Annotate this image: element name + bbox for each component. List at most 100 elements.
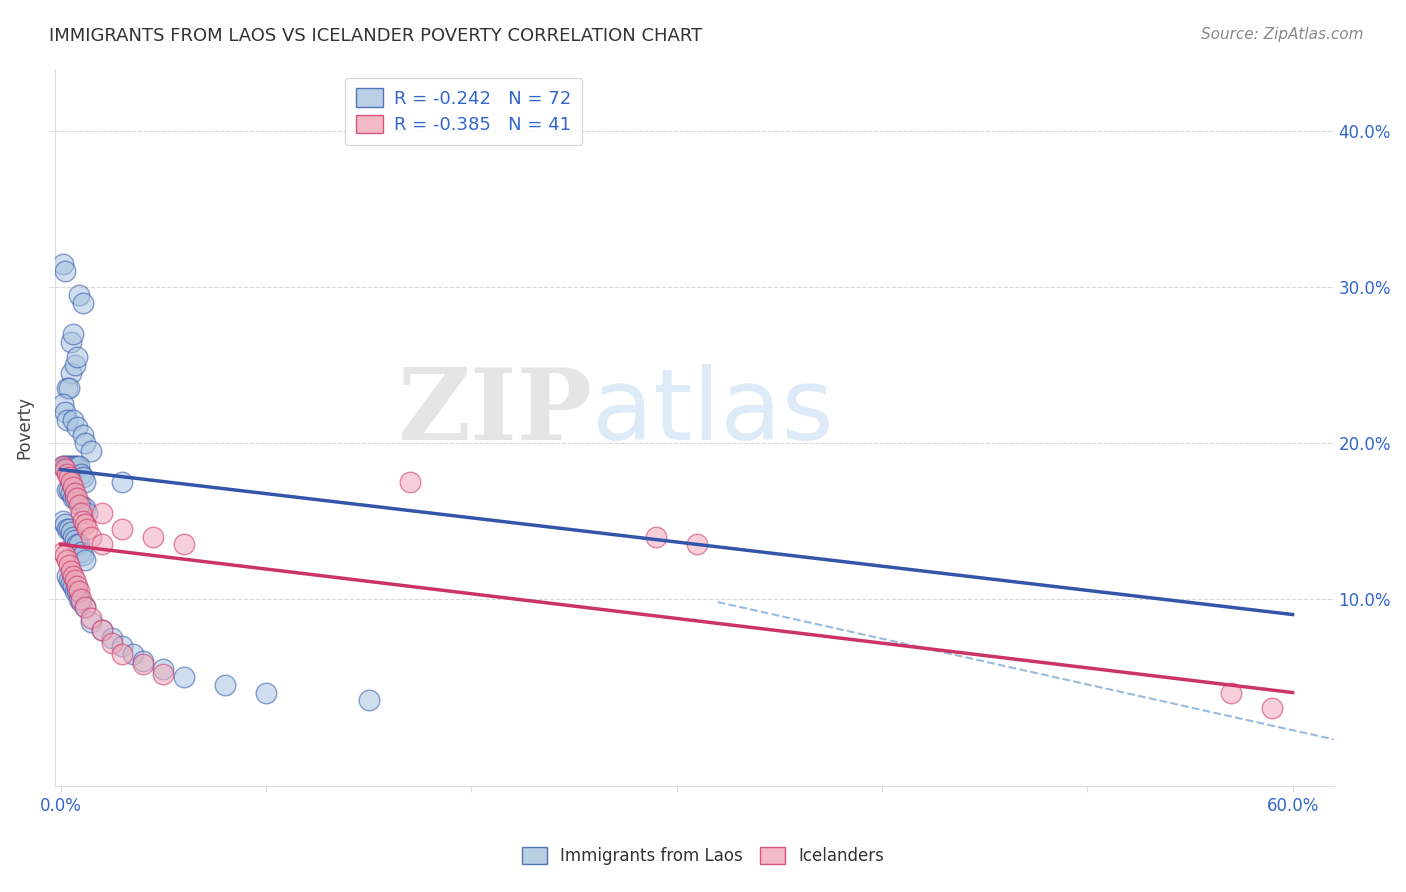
Point xyxy=(59,564,82,578)
Point xyxy=(357,693,380,707)
Point xyxy=(90,623,112,637)
Point xyxy=(121,647,143,661)
Point xyxy=(72,470,94,484)
Point xyxy=(56,522,79,536)
Point xyxy=(59,486,82,500)
Point xyxy=(62,529,84,543)
Point xyxy=(56,459,79,474)
Point xyxy=(70,506,93,520)
Point xyxy=(66,537,89,551)
Point xyxy=(52,256,75,270)
Point xyxy=(80,610,103,624)
Point xyxy=(152,662,174,676)
Point xyxy=(63,486,86,500)
Point xyxy=(111,475,134,489)
Point xyxy=(59,334,82,349)
Point xyxy=(58,483,80,497)
Text: atlas: atlas xyxy=(592,365,834,461)
Point xyxy=(72,548,94,562)
Point xyxy=(90,537,112,551)
Point xyxy=(52,514,75,528)
Point xyxy=(58,558,80,572)
Point xyxy=(59,366,82,380)
Point xyxy=(62,480,84,494)
Point xyxy=(75,599,97,614)
Point xyxy=(63,459,86,474)
Point xyxy=(56,483,79,497)
Point xyxy=(254,685,277,699)
Point xyxy=(67,287,90,301)
Point xyxy=(72,428,94,442)
Point xyxy=(214,678,236,692)
Point xyxy=(66,579,89,593)
Point xyxy=(645,529,668,543)
Point xyxy=(66,584,89,599)
Text: ZIP: ZIP xyxy=(396,365,592,461)
Point xyxy=(75,475,97,489)
Point xyxy=(76,522,98,536)
Point xyxy=(132,654,155,668)
Text: IMMIGRANTS FROM LAOS VS ICELANDER POVERTY CORRELATION CHART: IMMIGRANTS FROM LAOS VS ICELANDER POVERT… xyxy=(49,27,703,45)
Point xyxy=(56,381,79,395)
Point xyxy=(70,467,93,482)
Point xyxy=(63,573,86,587)
Point xyxy=(58,522,80,536)
Point xyxy=(80,529,103,543)
Point xyxy=(67,584,90,599)
Point xyxy=(75,517,97,532)
Point xyxy=(53,264,76,278)
Point xyxy=(75,501,97,516)
Point xyxy=(72,514,94,528)
Point xyxy=(111,647,134,661)
Point xyxy=(152,666,174,681)
Point xyxy=(67,499,90,513)
Point xyxy=(52,459,75,474)
Point xyxy=(1261,701,1284,715)
Point xyxy=(52,397,75,411)
Point xyxy=(90,506,112,520)
Point xyxy=(56,553,79,567)
Point xyxy=(62,326,84,341)
Point xyxy=(59,459,82,474)
Point xyxy=(56,467,79,482)
Point xyxy=(67,459,90,474)
Point xyxy=(66,420,89,434)
Point xyxy=(1220,685,1243,699)
Point xyxy=(62,579,84,593)
Legend: Immigrants from Laos, Icelanders: Immigrants from Laos, Icelanders xyxy=(512,837,894,875)
Point xyxy=(70,591,93,606)
Point xyxy=(67,537,90,551)
Point xyxy=(62,491,84,505)
Point xyxy=(101,635,124,649)
Text: Source: ZipAtlas.com: Source: ZipAtlas.com xyxy=(1201,27,1364,42)
Point xyxy=(66,491,89,505)
Point xyxy=(53,459,76,474)
Point xyxy=(53,462,76,476)
Point xyxy=(59,524,82,539)
Point xyxy=(58,459,80,474)
Point xyxy=(53,405,76,419)
Point xyxy=(72,295,94,310)
Point xyxy=(59,475,82,489)
Point xyxy=(398,475,420,489)
Point xyxy=(101,631,124,645)
Point xyxy=(63,491,86,505)
Point xyxy=(62,412,84,426)
Point xyxy=(75,553,97,567)
Point xyxy=(52,459,75,474)
Point xyxy=(70,595,93,609)
Point xyxy=(56,568,79,582)
Point xyxy=(52,545,75,559)
Point xyxy=(142,529,165,543)
Point xyxy=(90,623,112,637)
Point xyxy=(56,412,79,426)
Point xyxy=(62,459,84,474)
Point xyxy=(80,443,103,458)
Point xyxy=(173,670,195,684)
Point xyxy=(66,350,89,364)
Point xyxy=(67,591,90,606)
Point xyxy=(75,599,97,614)
Point xyxy=(63,358,86,372)
Point xyxy=(53,548,76,562)
Point xyxy=(58,573,80,587)
